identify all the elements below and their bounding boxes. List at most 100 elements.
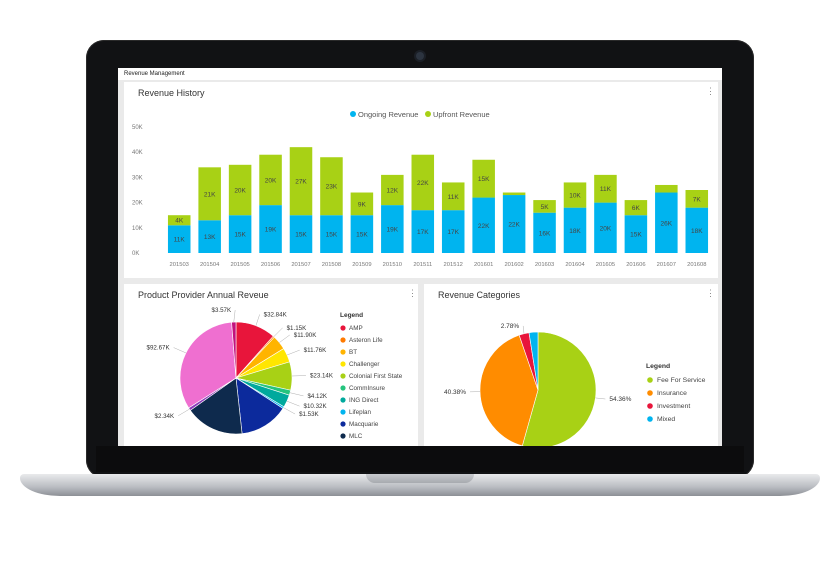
revenue-history-chart: Ongoing Revenue Upfront Revenue 0K 10K 20K 30… <box>132 110 709 268</box>
bar-label-upfront: 20K <box>234 188 246 195</box>
bar-ongoing <box>411 210 435 253</box>
x-tick-label: 201603 <box>535 262 554 268</box>
laptop-notch <box>366 474 474 483</box>
bar-label-upfront: 5K <box>541 204 550 211</box>
category-pie-slice <box>528 331 539 391</box>
bar-label-ongoing: 20K <box>600 225 612 232</box>
bar-label-upfront: 10K <box>569 193 581 200</box>
more-options-icon[interactable]: ⋮ <box>408 288 417 298</box>
bar-label-upfront: 11K <box>600 186 612 193</box>
bar-upfront <box>289 147 313 216</box>
bar-label-ongoing: 16K <box>539 230 551 237</box>
bar-upfront <box>259 154 282 206</box>
bar-ongoing <box>167 225 191 253</box>
pie-data-label: $32.84K <box>264 311 288 318</box>
bar-ongoing <box>289 215 313 253</box>
bar-label-ongoing: 19K <box>265 227 277 234</box>
laptop-chin <box>96 446 744 472</box>
x-tick-label: 201508 <box>322 262 341 268</box>
pie-data-label: $23.14K <box>310 373 334 380</box>
legend-item: CommInsure <box>349 385 386 392</box>
pie-data-label: $10.32K <box>304 403 328 410</box>
camera-icon <box>416 52 424 60</box>
bar-label-ongoing: 15K <box>356 232 368 239</box>
pie-data-label: $1.53K <box>299 411 319 418</box>
legend-marker <box>340 421 346 427</box>
leader-line <box>178 408 190 416</box>
legend-item: BT <box>349 349 357 356</box>
legend-item: Lifeplan <box>349 409 372 416</box>
legend-marker <box>340 325 346 331</box>
provider-pie-slice <box>231 321 237 379</box>
bar-label-upfront: 7K <box>693 196 702 203</box>
leader-line <box>283 407 296 415</box>
x-tick-label: 201503 <box>170 262 189 268</box>
bar-label-ongoing: 26K <box>661 220 673 227</box>
legend-marker-upfront <box>425 111 431 117</box>
leader-line <box>255 314 260 326</box>
legend-item: Fee For Service <box>657 377 706 384</box>
legend-item: Mixed <box>657 416 675 423</box>
pie-data-label: 40.38% <box>444 389 466 396</box>
bar-upfront <box>685 190 709 208</box>
legend-item: AMP <box>349 325 363 332</box>
pie-data-label: $11.90K <box>294 332 317 339</box>
more-options-icon[interactable]: ⋮ <box>706 288 715 298</box>
x-tick-label: 201604 <box>565 262 585 268</box>
legend-marker <box>340 409 346 415</box>
y-tick-label: 50K <box>132 125 143 131</box>
provider-pie-slice <box>189 377 243 435</box>
bar-label-ongoing: 19K <box>387 227 399 234</box>
x-tick-label: 201509 <box>352 262 371 268</box>
x-tick-label: 201601 <box>474 262 493 268</box>
bar-ongoing <box>350 215 374 253</box>
leader-line <box>279 334 290 343</box>
x-tick-label: 201505 <box>230 262 249 268</box>
window-title: Revenue Management <box>118 68 722 80</box>
bar-label-ongoing: 15K <box>326 232 338 239</box>
bar-label-upfront: 22K <box>417 180 429 187</box>
legend-marker <box>340 337 346 343</box>
bar-upfront <box>198 167 221 221</box>
y-tick-label: 20K <box>132 201 143 207</box>
pie-data-label: $92.67K <box>147 345 171 352</box>
bar-ongoing <box>533 212 556 253</box>
pie-data-label: $4.12K <box>307 393 327 400</box>
bar-label-upfront: 15K <box>478 176 490 183</box>
bar-label-ongoing: 22K <box>508 222 520 229</box>
bar-upfront <box>167 215 191 226</box>
pie-data-label: $2.34K <box>155 413 175 420</box>
categories-card: Revenue Categories ⋮ 54.36% 40.38% 2.78% Le… <box>424 284 718 446</box>
legend-label-upfront: Upfront Revenue <box>433 110 490 119</box>
provider-card: Product Provider Annual Reveue ⋮ $32.84K… <box>124 284 418 446</box>
legend-item: Insurance <box>657 390 687 397</box>
provider-title: Product Provider Annual Reveue <box>138 290 269 300</box>
bar-upfront <box>381 174 404 206</box>
legend-marker <box>340 397 346 403</box>
legend-marker <box>647 377 653 383</box>
bar-ongoing <box>198 220 221 253</box>
legend-marker <box>340 433 346 439</box>
x-tick-label: 201510 <box>383 262 402 268</box>
y-tick-label: 10K <box>132 226 143 232</box>
x-tick-label: 201507 <box>291 262 310 268</box>
legend-item: Colonial First State <box>349 373 403 380</box>
bar-ongoing <box>685 207 709 253</box>
bar-ongoing <box>472 197 495 253</box>
leader-line <box>522 325 525 334</box>
legend-marker-ongoing <box>350 111 356 117</box>
bar-label-upfront: 9K <box>358 201 367 208</box>
x-tick-label: 201512 <box>444 262 463 268</box>
categories-title: Revenue Categories <box>438 290 521 300</box>
bar-upfront <box>502 192 526 196</box>
leader-line <box>286 349 300 356</box>
bar-upfront <box>624 200 648 216</box>
y-tick-label: 30K <box>132 175 143 181</box>
more-options-icon[interactable]: ⋮ <box>706 86 715 96</box>
bar-upfront <box>441 182 465 211</box>
bar-label-ongoing: 17K <box>447 229 459 236</box>
bar-label-upfront: 21K <box>204 191 216 198</box>
legend-marker <box>647 416 653 422</box>
x-tick-label: 201602 <box>504 262 523 268</box>
legend-title: Legend <box>646 363 670 370</box>
